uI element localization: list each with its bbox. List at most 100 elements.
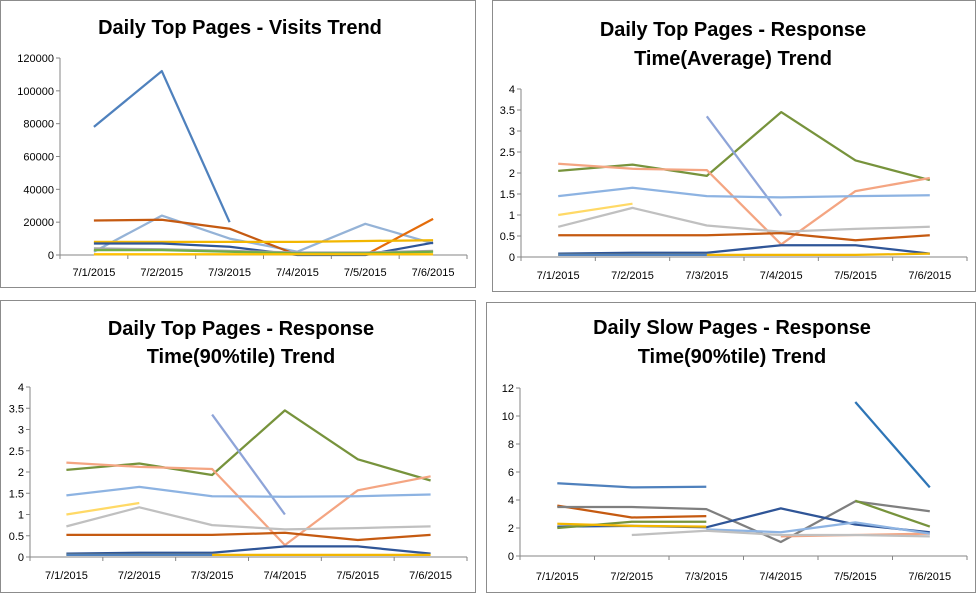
y-tick-label: 120000 [17, 53, 54, 65]
chart-title-line: Time(Average) Trend [634, 48, 832, 70]
y-tick-label: 3.5 [9, 403, 24, 415]
y-tick-label: 4 [508, 495, 514, 507]
y-tick-label: 4 [509, 84, 515, 96]
x-category-label: 7/2/2015 [611, 270, 654, 282]
series-line-5 [66, 501, 140, 516]
series-line-4 [557, 206, 930, 233]
y-tick-label: 2 [18, 467, 24, 479]
y-tick-label: 1.5 [500, 189, 515, 201]
y-tick-label: 1 [509, 210, 515, 222]
chart-title-line: Time(90%tile) Trend [638, 346, 827, 368]
y-tick-label: 0.5 [9, 531, 24, 543]
series-line-4 [66, 506, 431, 531]
y-tick-label: 20000 [23, 217, 54, 229]
y-tick-label: 10 [502, 411, 514, 423]
y-tick-label: 2.5 [500, 147, 515, 159]
y-tick-label: 2 [508, 523, 514, 535]
series-line-6 [66, 531, 431, 542]
y-tick-label: 6 [508, 467, 514, 479]
x-category-label: 7/5/2015 [336, 570, 379, 582]
series-line-1 [66, 461, 431, 547]
series-line-1 [93, 214, 434, 253]
series-line-1 [558, 162, 930, 246]
series-line-4 [93, 239, 434, 244]
series-line-9 [631, 529, 930, 538]
x-category-label: 7/3/2015 [685, 270, 728, 282]
chart-title-line: Daily Slow Pages - Response [593, 317, 871, 339]
x-category-label: 7/4/2015 [759, 571, 802, 583]
chart-title-line: Time(90%tile) Trend [147, 346, 336, 368]
series-line-7 [558, 244, 930, 255]
x-category-label: 7/2/2015 [140, 267, 183, 279]
y-tick-label: 80000 [23, 119, 54, 131]
y-tick-label: 0 [48, 250, 54, 262]
series-line-5 [854, 499, 931, 528]
series-line-2 [211, 413, 286, 516]
series-line-2 [557, 504, 707, 519]
series-line-0 [558, 110, 931, 182]
x-category-label: 7/5/2015 [344, 267, 387, 279]
y-tick-label: 100000 [17, 86, 54, 98]
series-line-1 [854, 401, 931, 489]
y-tick-label: 1 [18, 510, 24, 522]
series-line-3 [364, 217, 434, 256]
y-tick-label: 3.5 [500, 105, 515, 117]
y-tick-label: 0 [509, 252, 515, 264]
series-line-3 [558, 186, 930, 199]
y-tick-label: 40000 [23, 184, 54, 196]
series-line-5 [558, 202, 633, 217]
chart-slow-pages-svg: Daily Slow Pages - Response Time(90%tile)… [502, 317, 968, 583]
x-category-label: 7/6/2015 [412, 267, 455, 279]
chart-response-average-trend: Daily Top Pages - Response Time(Average) … [492, 0, 976, 292]
series-line-8 [706, 521, 930, 535]
chart-visits-trend: Daily Top Pages - Visits Trend 0 20000 4000… [0, 0, 476, 288]
y-tick-label: 0 [18, 552, 24, 564]
x-category-label: 7/2/2015 [610, 571, 653, 583]
series-line-0 [93, 69, 231, 223]
y-tick-label: 2 [509, 168, 515, 180]
x-category-label: 7/1/2015 [45, 570, 88, 582]
chart-response-90tile-trend: Daily Top Pages - Response Time(90%tile) … [0, 300, 476, 593]
series-line-6 [558, 231, 930, 242]
x-category-label: 7/6/2015 [908, 571, 951, 583]
y-tick-label: 12 [502, 383, 514, 395]
y-tick-label: 4 [18, 382, 24, 394]
x-category-label: 7/6/2015 [908, 270, 951, 282]
series-line-0 [557, 482, 707, 489]
x-category-label: 7/4/2015 [760, 270, 803, 282]
chart-title-line: Daily Top Pages - Response [108, 318, 374, 340]
series-line-6 [557, 522, 707, 528]
x-category-label: 7/4/2015 [264, 570, 307, 582]
series-line-3 [557, 500, 930, 544]
y-tick-label: 0.5 [500, 231, 515, 243]
x-category-label: 7/4/2015 [276, 267, 319, 279]
series-line-4 [557, 507, 930, 534]
chart-title-line: Daily Top Pages - Response [600, 19, 866, 41]
series-line-2 [705, 115, 783, 217]
y-tick-label: 8 [508, 439, 514, 451]
series-line-5 [557, 520, 707, 530]
chart-response-90tile-svg: Daily Top Pages - Response Time(90%tile) … [9, 318, 468, 582]
x-category-label: 7/3/2015 [208, 267, 251, 279]
x-category-label: 7/1/2015 [537, 270, 580, 282]
series-line-3 [66, 485, 431, 498]
x-category-label: 7/3/2015 [685, 571, 728, 583]
chart-response-average-svg: Daily Top Pages - Response Time(Average) … [500, 19, 968, 282]
x-category-label: 7/1/2015 [73, 267, 116, 279]
x-category-label: 7/6/2015 [409, 570, 452, 582]
chart-visits-trend-svg: Daily Top Pages - Visits Trend 0 20000 4000… [17, 17, 468, 279]
chart-title-line: Daily Top Pages - Visits Trend [98, 17, 382, 39]
series-line-7 [66, 545, 431, 555]
x-category-label: 7/1/2015 [536, 571, 579, 583]
x-category-label: 7/5/2015 [834, 270, 877, 282]
series-line-0 [66, 409, 431, 482]
y-tick-label: 1.5 [9, 488, 24, 500]
y-tick-label: 60000 [23, 152, 54, 164]
y-tick-label: 3 [509, 126, 515, 138]
x-category-label: 7/3/2015 [191, 570, 234, 582]
y-tick-label: 2.5 [9, 446, 24, 458]
x-category-label: 7/2/2015 [118, 570, 161, 582]
chart-slow-pages-90tile-trend: Daily Slow Pages - Response Time(90%tile)… [486, 302, 976, 593]
y-tick-label: 3 [18, 425, 24, 437]
y-tick-label: 0 [508, 551, 514, 563]
